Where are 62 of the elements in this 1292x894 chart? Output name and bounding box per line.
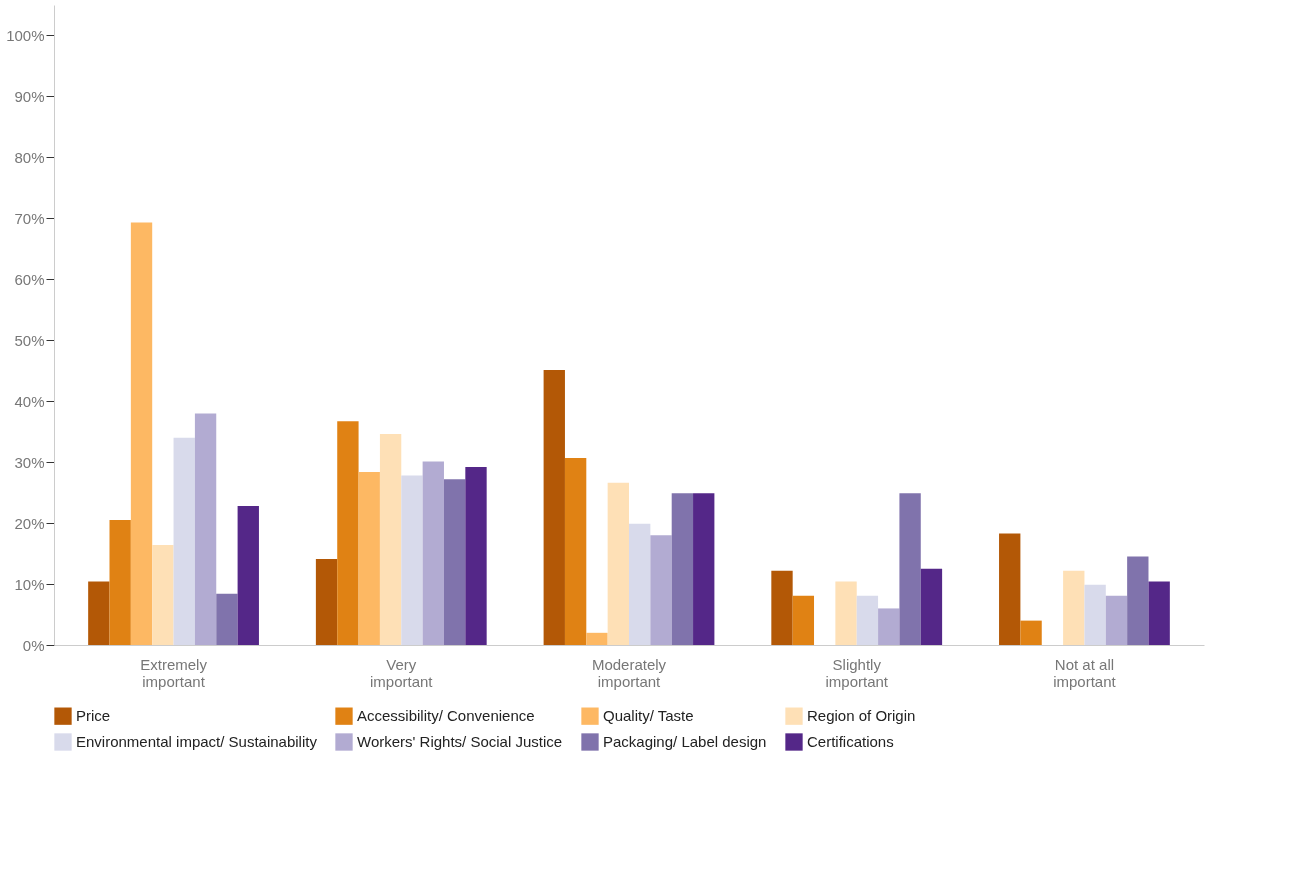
bar: [216, 593, 238, 645]
x-tick-label: Extremely important: [140, 655, 208, 690]
bar: [693, 493, 715, 645]
bar: [564, 457, 587, 645]
bar: [1084, 584, 1106, 645]
bar: [422, 461, 444, 645]
bar: [792, 595, 815, 645]
bar: [1063, 570, 1085, 645]
y-tick-label: 80%: [14, 148, 45, 166]
legend-label: Region of Origin: [807, 707, 916, 725]
bar: [194, 413, 217, 645]
y-tick-label: 20%: [14, 514, 45, 532]
bar: [1105, 595, 1128, 645]
bar: [358, 471, 380, 645]
bar: [443, 479, 466, 645]
x-tick-label: Slightly important: [825, 655, 889, 690]
bar: [878, 608, 900, 645]
y-tick-label: 0%: [22, 636, 45, 654]
y-tick-label: 70%: [14, 209, 45, 227]
y-tick-label: 30%: [14, 453, 45, 471]
bar: [1148, 581, 1170, 645]
legend-label: Accessibility/ Convenience: [357, 707, 535, 725]
bar: [607, 482, 629, 645]
legend-label: Environmental impact/ Sustainability: [76, 733, 318, 750]
bar: [173, 437, 195, 645]
bar: [899, 493, 921, 645]
legend-label: Packaging/ Label design: [603, 733, 767, 750]
y-tick-label: 10%: [14, 575, 45, 593]
bar: [586, 632, 608, 645]
bar: [88, 581, 110, 645]
x-tick-label: Very important: [370, 655, 434, 690]
y-tick-label: 60%: [14, 270, 45, 288]
bar: [629, 523, 651, 645]
bar: [130, 222, 153, 645]
bar: [379, 434, 402, 645]
bar: [109, 520, 131, 645]
legend-label: Price: [76, 707, 111, 725]
bar: [237, 506, 259, 645]
bar: [771, 570, 793, 645]
bar: [543, 370, 565, 645]
bar: [465, 467, 487, 645]
legend-label: Certifications: [807, 733, 894, 750]
bar: [337, 421, 359, 645]
bar: [856, 595, 879, 645]
y-tick-label: 90%: [14, 87, 45, 105]
y-tick-label: 100%: [6, 26, 45, 44]
bar: [650, 535, 672, 645]
bar: [1020, 620, 1042, 645]
bar: [835, 581, 857, 645]
x-tick-label: Not at all important: [1053, 655, 1117, 690]
bar: [671, 493, 694, 645]
bar: [920, 568, 943, 645]
legend-label: Quality/ Taste: [603, 707, 694, 725]
bar: [401, 475, 423, 645]
bar: [1127, 556, 1149, 645]
legend-label: Workers' Rights/ Social Justice: [357, 733, 563, 750]
y-tick-label: 50%: [14, 331, 45, 349]
x-tick-label: Moderately important: [591, 655, 667, 690]
bar: [315, 559, 338, 645]
bar: [999, 533, 1021, 645]
bar: [152, 545, 174, 645]
y-tick-label: 40%: [14, 392, 45, 410]
